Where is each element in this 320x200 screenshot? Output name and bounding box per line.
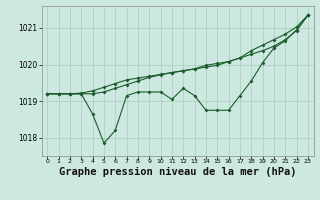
X-axis label: Graphe pression niveau de la mer (hPa): Graphe pression niveau de la mer (hPa) <box>59 167 296 177</box>
